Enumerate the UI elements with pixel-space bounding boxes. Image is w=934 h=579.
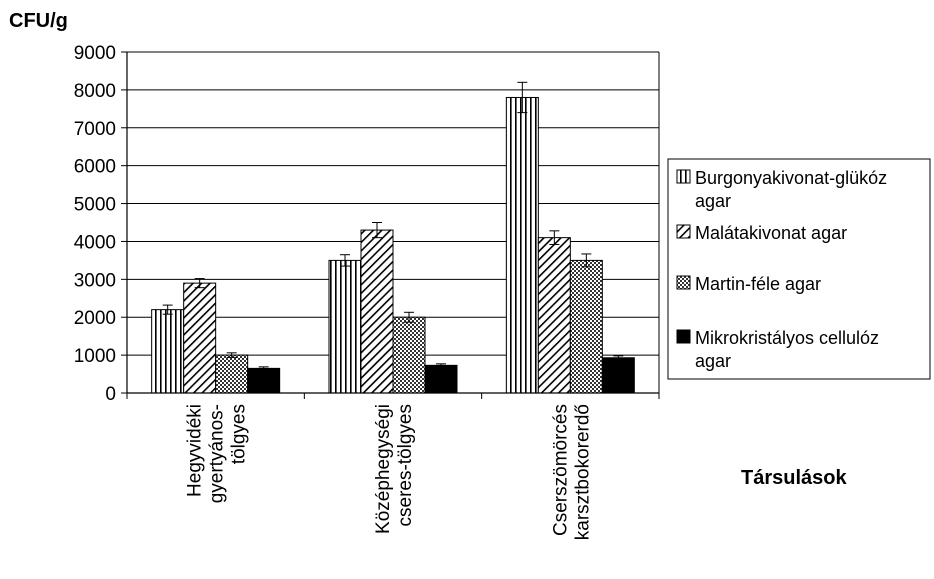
bar	[601, 357, 635, 394]
legend-swatch	[676, 224, 691, 239]
legend-box	[667, 158, 931, 380]
y-tick-label: 7000	[74, 119, 116, 140]
bar	[569, 259, 603, 394]
legend-label: Burgonyakivonat-glükóz	[695, 168, 887, 188]
bars	[151, 96, 635, 394]
x-category-label: tölgyes	[229, 404, 250, 464]
x-axis-categories: Hegyvidéki gyertyános-tölgyes Középhegység…	[185, 404, 594, 540]
legend-label: Mikrokristályos cellulóz	[695, 328, 879, 348]
y-tick-label: 2000	[74, 308, 116, 329]
bar	[215, 354, 249, 394]
y-tick-label: 9000	[74, 43, 116, 64]
x-axis-title: Társulások	[741, 467, 847, 489]
bar	[151, 309, 185, 394]
y-tick-label: 3000	[74, 270, 116, 291]
legend: Burgonyakivonat-glükóz agar Malátakivonat …	[667, 158, 931, 380]
x-category-label: gyertyános-	[207, 404, 228, 503]
error-bars	[162, 81, 624, 371]
bar	[360, 229, 394, 394]
legend-swatch	[676, 329, 691, 344]
bar	[505, 96, 539, 394]
x-category-label: Középhegységi	[373, 404, 394, 534]
y-tick-label: 0	[105, 384, 116, 405]
y-axis-title: CFU/g	[9, 10, 68, 32]
bar	[328, 259, 362, 394]
bar	[247, 367, 281, 394]
bar	[392, 316, 426, 394]
axes	[126, 51, 660, 399]
x-category-label: Cserszömörcés	[550, 404, 571, 536]
x-category-label: cseres-tölgyes	[395, 404, 416, 527]
y-tick-label: 5000	[74, 195, 116, 216]
y-tick-label: 6000	[74, 157, 116, 178]
bar	[537, 237, 571, 394]
bar	[183, 282, 217, 394]
y-axis-ticks: 0 1000 2000 3000 4000 5000 6000 7000 8000 9000	[74, 43, 127, 405]
legend-label: Malátakivonat agar	[695, 223, 847, 243]
legend-label: agar	[695, 191, 731, 211]
legend-swatch	[676, 169, 691, 184]
y-tick-label: 1000	[74, 346, 116, 367]
legend-label: agar	[695, 351, 731, 371]
y-tick-label: 8000	[74, 81, 116, 102]
legend-label: Martin-féle agar	[695, 274, 821, 294]
y-tick-label: 4000	[74, 232, 116, 253]
legend-swatch	[676, 275, 691, 290]
x-category-label: karsztbokorerdő	[572, 404, 593, 540]
bar	[424, 364, 458, 394]
x-category-label: Hegyvidéki	[185, 404, 206, 497]
